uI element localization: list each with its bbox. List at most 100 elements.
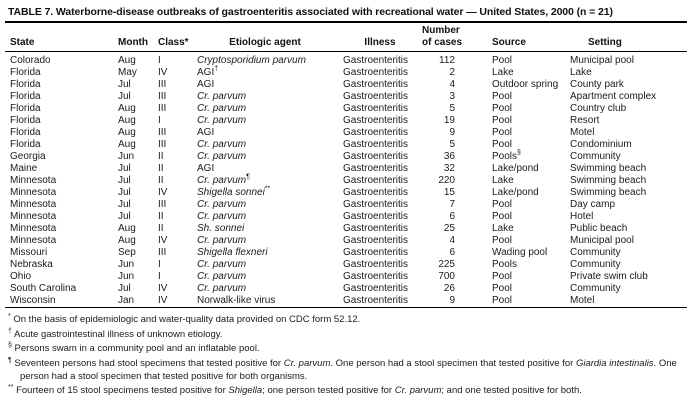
cell-month: Aug <box>118 103 136 114</box>
cell-month: Aug <box>118 127 136 138</box>
cell-agent: Cr. parvum <box>197 235 247 246</box>
cell-class: II <box>158 163 164 174</box>
cell-class: II <box>158 211 164 222</box>
cell-agent: Cr. parvum <box>197 271 247 282</box>
cell-setting: Day camp <box>570 199 616 210</box>
cell-class: II <box>158 151 164 162</box>
cell-state: Florida <box>10 91 41 102</box>
cell-setting: Hotel <box>570 211 594 222</box>
cell-month: Jun <box>118 271 135 282</box>
cell-state: Missouri <box>10 247 48 258</box>
cell-state: Minnesota <box>10 199 57 210</box>
footnote: * On the basis of epidemiologic and wate… <box>8 312 361 325</box>
cell-agent: Shigella flexneri <box>197 247 268 258</box>
outbreaks-table: State Month Class* Etiologic agent Illne… <box>5 23 687 308</box>
cell-month: Jul <box>118 199 131 210</box>
cell-illness: Gastroenteritis <box>343 91 409 102</box>
cell-illness: Gastroenteritis <box>343 115 409 126</box>
cell-month: Aug <box>118 139 136 150</box>
column-header-cases-line1: Number <box>422 25 460 36</box>
cell-setting: Resort <box>570 115 600 126</box>
cell-month: Jan <box>118 295 135 306</box>
cell-cases: 9 <box>449 295 455 306</box>
table-row: Minnesota Jul IV Shigella sonnei** Gastroent… <box>5 185 687 199</box>
cell-month: Sep <box>118 247 136 258</box>
cell-setting: Motel <box>570 127 595 138</box>
table-row: Minnesota Aug II Sh. sonnei Gastroenteritis 2… <box>5 223 687 235</box>
cell-state: Minnesota <box>10 235 57 246</box>
cell-agent: Cr. parvum <box>197 283 247 294</box>
cell-source: Pool <box>492 199 513 210</box>
table-row: South Carolina Jul IV Cr. parvum Gastroenter… <box>5 283 687 295</box>
cell-cases: 25 <box>443 223 455 234</box>
cell-state: Florida <box>10 139 41 150</box>
table-row: Florida Aug III Cr. parvum Gastroenteritis 5 P… <box>5 139 687 151</box>
cell-source: Pool <box>492 103 513 114</box>
cell-agent: AGI <box>197 127 215 138</box>
cell-month: Jul <box>118 211 131 222</box>
cell-cases: 4 <box>449 235 455 246</box>
cell-source: Lake <box>492 175 514 186</box>
column-header-number-of-cases: Number of cases <box>422 23 463 52</box>
cell-source: Pools§ <box>492 149 521 162</box>
cell-class: III <box>158 199 167 210</box>
cell-setting: Community <box>570 151 621 162</box>
cell-state: Minnesota <box>10 175 57 186</box>
cell-illness: Gastroenteritis <box>343 247 409 258</box>
cell-setting: Community <box>570 247 621 258</box>
cell-illness: Gastroenteritis <box>343 259 409 270</box>
cell-source: Outdoor spring <box>492 79 559 90</box>
cell-source: Lake <box>492 67 514 78</box>
cell-illness: Gastroenteritis <box>343 271 409 282</box>
column-header-cases-line2: of cases <box>422 36 463 48</box>
cell-class: II <box>158 175 164 186</box>
table-header: State Month Class* Etiologic agent Illne… <box>5 23 687 52</box>
cell-illness: Gastroenteritis <box>343 223 409 234</box>
cell-month: Jul <box>118 187 131 198</box>
column-header-setting: Setting <box>567 23 687 52</box>
cell-state: South Carolina <box>10 283 77 294</box>
footnotes: * On the basis of epidemiologic and wate… <box>5 313 687 397</box>
cell-setting: County park <box>570 79 624 90</box>
table-row: Florida Aug III AGI Gastroenteritis 9 Pool Mote… <box>5 127 687 139</box>
cell-state: Florida <box>10 103 41 114</box>
cell-class: I <box>158 115 161 126</box>
footnote-symbol: ** <box>8 383 14 391</box>
cell-state: Florida <box>10 79 41 90</box>
table-row: Florida Aug I Cr. parvum Gastroenteritis 19 Po… <box>5 115 687 127</box>
cell-setting: Lake <box>570 67 592 78</box>
cell-class: III <box>158 247 167 258</box>
cell-month: Aug <box>118 235 136 246</box>
cell-state: Ohio <box>10 271 32 282</box>
header-row: State Month Class* Etiologic agent Illne… <box>5 23 687 52</box>
cell-setting: Apartment complex <box>570 91 657 102</box>
cell-cases: 9 <box>449 127 455 138</box>
cell-setting: Municipal pool <box>570 235 634 246</box>
cell-cases: 4 <box>449 79 455 90</box>
cell-month: Jul <box>118 79 131 90</box>
cell-month: Jul <box>118 91 131 102</box>
cell-class: III <box>158 127 167 138</box>
cell-source: Wading pool <box>492 247 548 258</box>
cell-agent: Shigella sonnei** <box>197 185 271 198</box>
cell-month: Jul <box>118 163 131 174</box>
column-header-class: Class* <box>153 23 192 52</box>
cell-setting: Country club <box>570 103 627 114</box>
column-header-illness: Illness <box>338 23 422 52</box>
title-rule <box>5 21 687 23</box>
cell-cases: 700 <box>438 271 455 282</box>
cell-source: Pool <box>492 55 513 66</box>
cell-agent: Cr. parvum¶ <box>197 173 250 186</box>
table-row: Maine Jul II AGI Gastroenteritis 32 Lake/pond S… <box>5 163 687 175</box>
cell-cases: 6 <box>449 247 455 258</box>
cell-class: I <box>158 259 161 270</box>
cell-agent: Cr. parvum <box>197 91 247 102</box>
footnote: ** Fourteen of 15 stool specimens tested… <box>8 383 582 396</box>
cell-class: IV <box>158 67 168 78</box>
footnote-marker: § <box>517 149 521 157</box>
table-row: Minnesota Aug IV Cr. parvum Gastroenteritis 4… <box>5 235 687 247</box>
cell-cases: 3 <box>449 91 455 102</box>
cell-month: Jul <box>118 283 131 294</box>
cell-state: Minnesota <box>10 187 57 198</box>
column-header-month: Month <box>113 23 153 52</box>
